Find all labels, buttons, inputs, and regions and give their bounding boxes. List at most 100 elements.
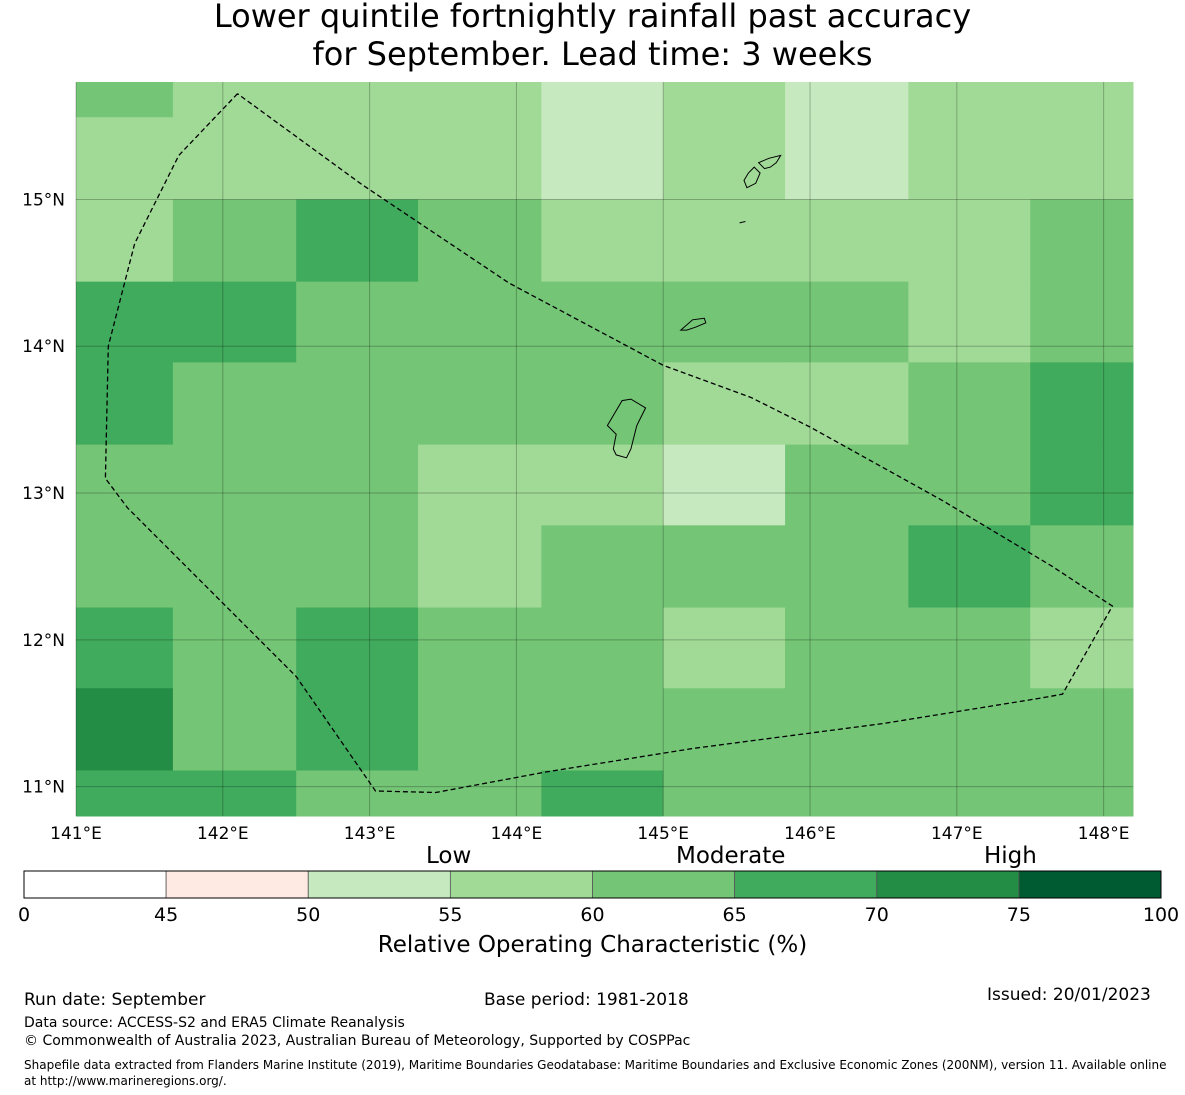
grid-cell-r8-c1	[172, 688, 297, 771]
grid-cell-r6-c0	[76, 525, 174, 609]
colorbar-tick-label: 0	[18, 904, 30, 926]
grid-cell-r4-c5	[663, 362, 786, 446]
colorbar-segment-4	[592, 870, 736, 899]
grid-cell-r2-c7	[908, 199, 1031, 283]
island-coastlines	[606, 154, 782, 459]
island-outline-2	[743, 166, 761, 189]
grid-cell-r0-c0	[76, 82, 174, 118]
grid-cell-r1-c4	[541, 117, 664, 200]
grid-cell-r0-c8	[1030, 82, 1134, 118]
grid-cell-r4-c6	[785, 362, 909, 446]
grid-cell-r8-c5	[663, 688, 786, 771]
grid-cell-r5-c8	[1030, 444, 1134, 526]
grid-cell-r2-c8	[1030, 199, 1134, 283]
grid-cell-r1-c8	[1030, 117, 1134, 200]
grid-cell-r1-c3	[418, 117, 542, 200]
copyright: © Commonwealth of Australia 2023, Austra…	[24, 1033, 691, 1049]
grid-cell-r8-c2	[296, 688, 419, 771]
grid-cell-r3-c8	[1030, 281, 1134, 363]
grid-cell-r7-c2	[296, 607, 419, 689]
x-tick-label: 145°E	[637, 824, 689, 844]
grid-cell-r3-c6	[785, 281, 909, 363]
x-tick-label: 143°E	[344, 824, 396, 844]
colorbar-segment-2	[307, 870, 451, 899]
grid-cell-r9-c0	[76, 770, 174, 817]
colorbar-tick-label: 75	[1007, 904, 1031, 926]
grid-cell-r0-c4	[541, 82, 664, 118]
grid-cell-r9-c4	[541, 770, 664, 817]
y-tick-label: 12°N	[22, 631, 65, 651]
colorbar-tick-label: 65	[723, 904, 747, 926]
y-tick-label: 14°N	[22, 337, 65, 357]
island-outline-1	[679, 317, 707, 331]
grid-cell-r8-c8	[1030, 688, 1134, 771]
grid-cell-r3-c5	[663, 281, 786, 363]
colorbar-tick-label: 50	[296, 904, 320, 926]
x-tick-label: 148°E	[1078, 824, 1130, 844]
grid-cell-r3-c0	[76, 281, 174, 363]
grid-cell-r3-c2	[296, 281, 419, 363]
x-tick-label: 146°E	[784, 824, 836, 844]
grid-cell-r7-c1	[172, 607, 297, 689]
grid-cell-r5-c0	[76, 444, 174, 526]
grid-cell-r7-c3	[418, 607, 542, 689]
grid-cell-r9-c1	[172, 770, 297, 817]
colorbar-tick-label: 70	[865, 904, 889, 926]
grid-cell-r7-c7	[908, 607, 1031, 689]
grid-cell-r9-c2	[296, 770, 419, 817]
grid-cell-r4-c3	[418, 362, 542, 446]
grid-cell-r6-c5	[663, 525, 786, 609]
grid-cell-r8-c3	[418, 688, 542, 771]
colorbar: 0 45 50 55 60 65 70 75 100	[18, 870, 1179, 926]
grid-cell-r5-c2	[296, 444, 419, 526]
grid-cell-r2-c0	[76, 199, 174, 283]
grid-cell-r6-c7	[908, 525, 1031, 609]
grid-cell-r1-c6	[785, 117, 909, 200]
grid-cell-r6-c2	[296, 525, 419, 609]
grid-cell-r1-c7	[908, 117, 1031, 200]
grid-cell-r8-c0	[76, 688, 174, 771]
grid-cell-r1-c2	[296, 117, 419, 200]
colorbar-category-low: Low	[426, 843, 472, 869]
grid-cell-r7-c8	[1030, 607, 1134, 689]
grid-cell-r0-c6	[785, 82, 909, 118]
grid-cell-r2-c2	[296, 199, 419, 283]
eez-boundary-line	[104, 93, 1114, 794]
grid-cell-r4-c2	[296, 362, 419, 446]
grid-cell-r9-c3	[418, 770, 542, 817]
grid-cell-r6-c3	[418, 525, 542, 609]
grid-cell-r3-c3	[418, 281, 542, 363]
grid-cell-r4-c0	[76, 362, 174, 446]
grid-cell-r3-c7	[908, 281, 1031, 363]
y-tick-label: 13°N	[22, 484, 65, 504]
map-gridlines	[75, 82, 1133, 816]
grid-cell-r0-c3	[418, 82, 542, 118]
grid-cell-r9-c6	[785, 770, 909, 817]
grid-cell-r7-c6	[785, 607, 909, 689]
y-tick-label: 15°N	[22, 190, 65, 210]
colorbar-segment-7	[1018, 870, 1162, 899]
grid-cell-r6-c8	[1030, 525, 1134, 609]
grid-cell-r9-c5	[663, 770, 786, 817]
colorbar-category-high: High	[984, 843, 1037, 869]
grid-cell-r5-c3	[418, 444, 542, 526]
grid-cell-r4-c4	[541, 362, 664, 446]
grid-cell-r4-c8	[1030, 362, 1134, 446]
grid-cell-r2-c5	[663, 199, 786, 283]
grid-cell-r4-c1	[172, 362, 297, 446]
grid-cell-r0-c2	[296, 82, 419, 118]
shapefile-note: Shapefile data extracted from Flanders M…	[24, 1058, 1167, 1088]
run-date: Run date: September	[24, 990, 206, 1010]
x-tick-label: 141°E	[50, 824, 102, 844]
grid-cell-r6-c4	[541, 525, 664, 609]
grid-cell-r2-c1	[172, 199, 297, 283]
grid-cell-r2-c4	[541, 199, 664, 283]
colorbar-segment-6	[876, 870, 1020, 899]
colorbar-tick-label: 45	[154, 904, 178, 926]
grid-cell-r5-c7	[908, 444, 1031, 526]
island-outline-0	[606, 398, 647, 459]
colorbar-segment-1	[165, 870, 309, 899]
colorbar-segment-0	[23, 870, 167, 899]
grid-cell-r7-c0	[76, 607, 174, 689]
grid-cell-r5-c1	[172, 444, 297, 526]
